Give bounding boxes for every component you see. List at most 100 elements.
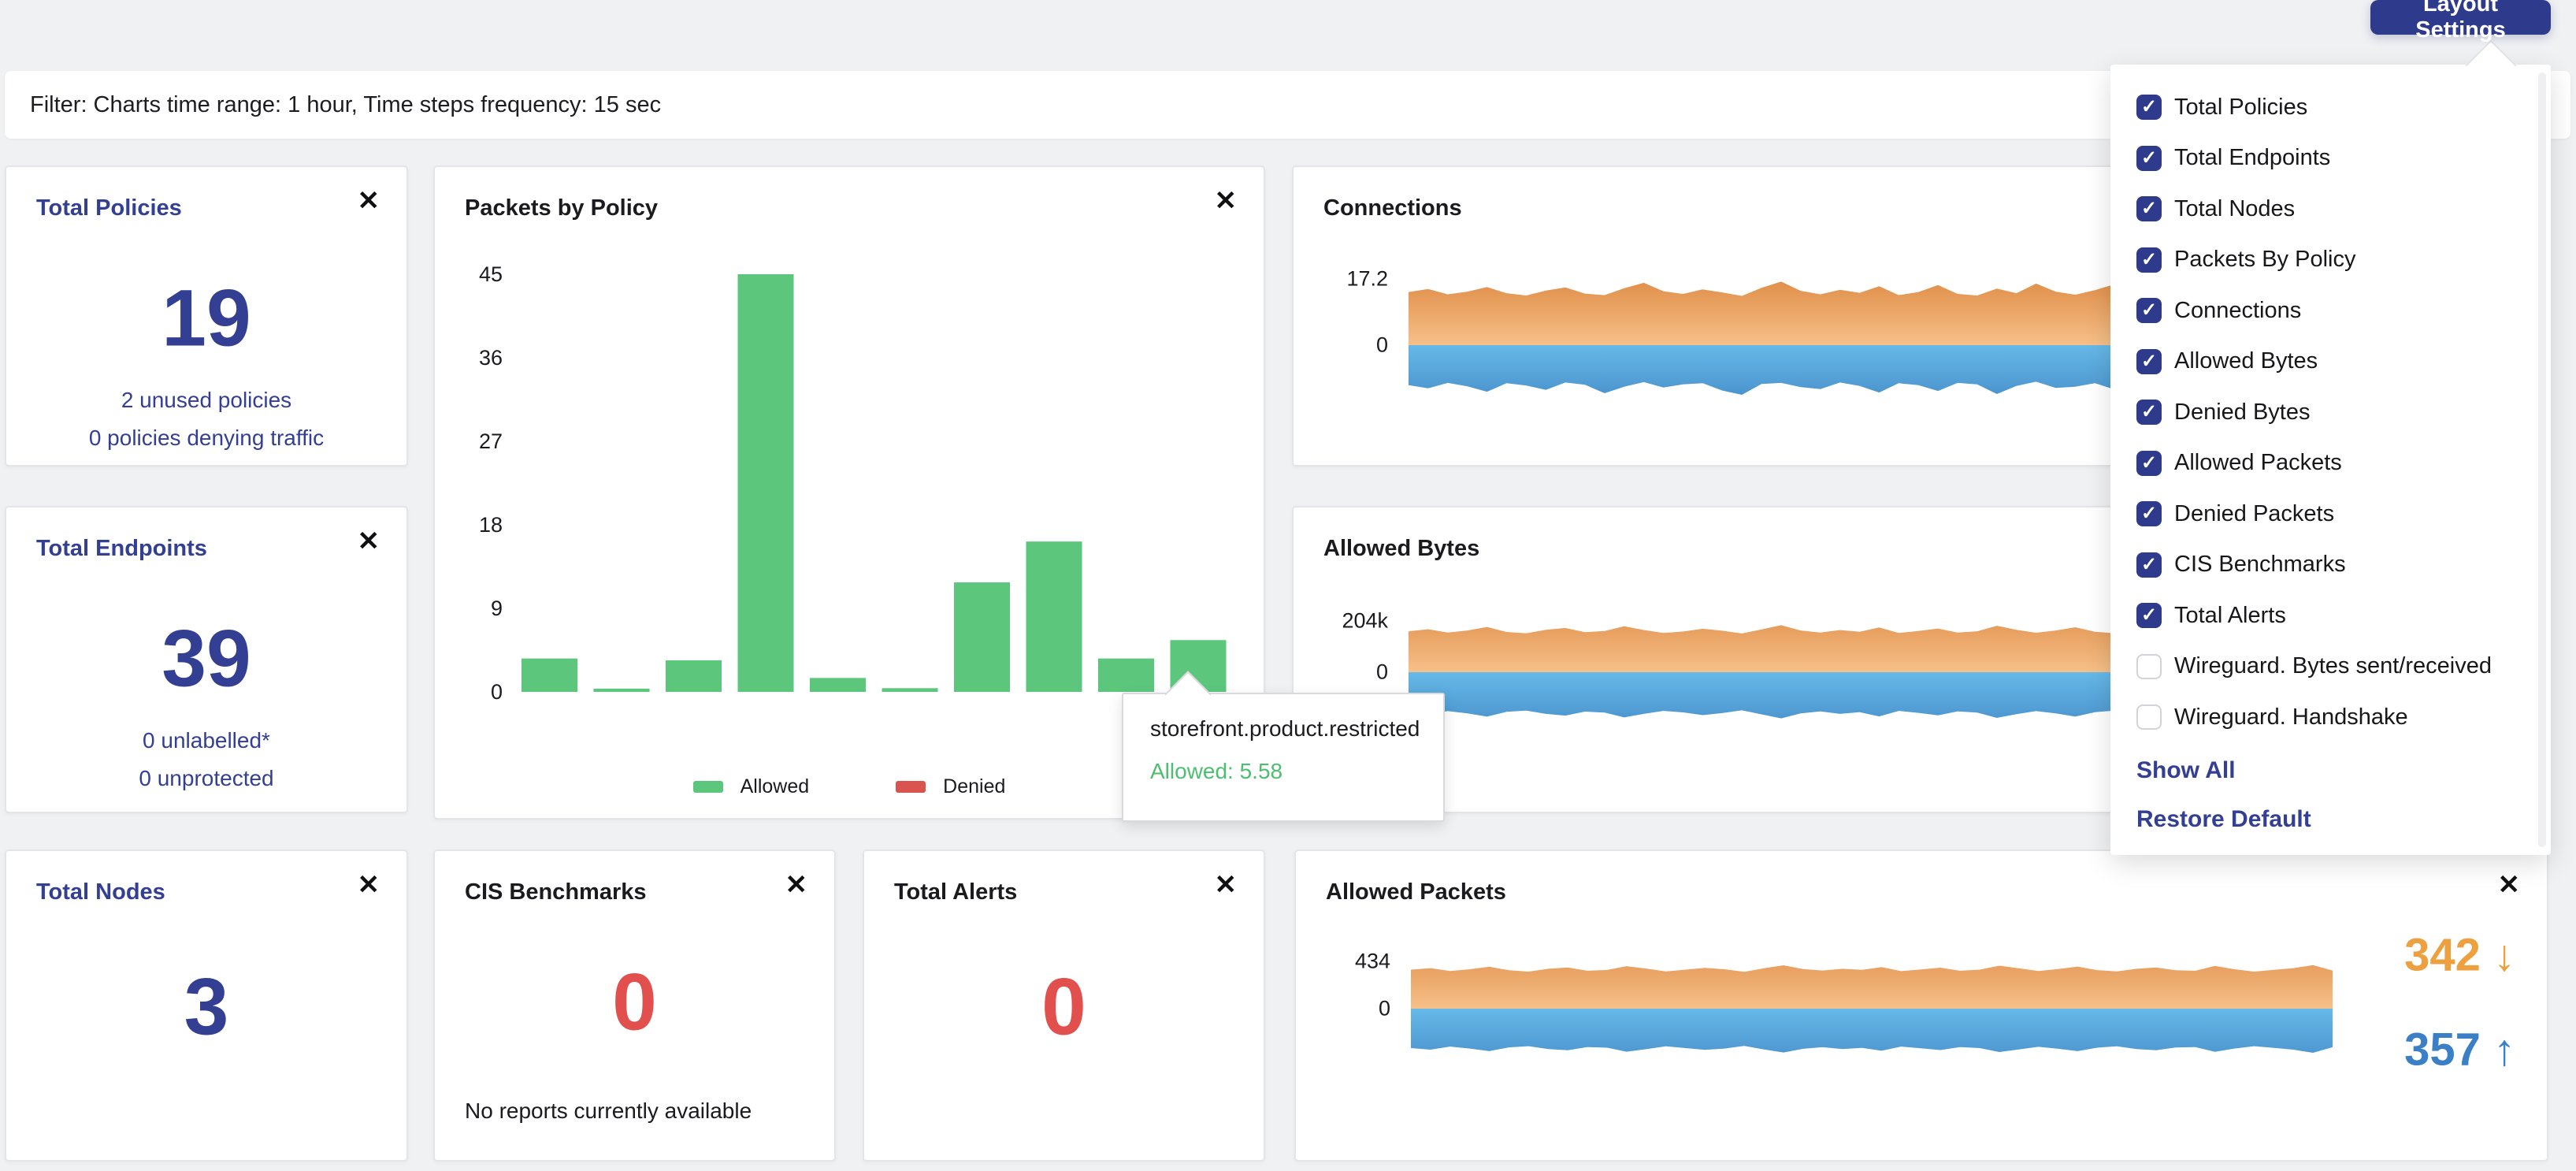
connections-chart[interactable]: [1409, 167, 2330, 465]
close-icon[interactable]: ✕: [357, 526, 380, 556]
tooltip-allowed-value: Allowed: 5.58: [1150, 759, 1283, 783]
cis-benchmarks-value: 0: [612, 957, 657, 1047]
legend-denied: Denied: [896, 775, 1005, 798]
checked-checkbox[interactable]: ✓: [2136, 196, 2162, 222]
layout-menu-item-cis-benchmarks[interactable]: ✓ CIS Benchmarks: [2110, 540, 2551, 591]
menu-links: Show All Restore Default: [2110, 746, 2551, 844]
unchecked-checkbox[interactable]: [2136, 653, 2162, 679]
menu-scrollbar[interactable]: [2538, 72, 2546, 847]
card-title: Allowed Bytes: [1323, 536, 1480, 561]
card-title: Total Endpoints: [36, 536, 207, 561]
menu-item-label: Allowed Packets: [2174, 450, 2342, 476]
svg-text:27: 27: [479, 429, 503, 453]
chart-tooltip: storefront.product.restricted Allowed: 5…: [1122, 671, 1445, 822]
card-title: Total Nodes: [36, 879, 165, 905]
legend-allowed: Allowed: [692, 775, 810, 798]
packets-by-policy-chart[interactable]: 45 36 27 18 9 0: [435, 167, 1264, 766]
restore-default-link[interactable]: Restore Default: [2136, 805, 2311, 832]
checked-checkbox[interactable]: ✓: [2136, 603, 2162, 629]
tooltip-policy-name: storefront.product.restricted: [1150, 716, 1420, 741]
layout-settings-menu: ✓ Total Policies ✓ Total Endpoints ✓ Total No…: [2110, 39, 2551, 855]
denying-policies-text: 0 policies denying traffic: [88, 426, 325, 450]
menu-item-label: Total Policies: [2174, 94, 2308, 120]
check-icon: ✓: [2140, 147, 2158, 169]
checked-checkbox[interactable]: ✓: [2136, 400, 2162, 426]
packets-in-value: 342: [2404, 929, 2481, 981]
packets-out-value: 357: [2404, 1024, 2481, 1076]
unused-policies-text: 2 unused policies: [121, 388, 292, 412]
close-icon[interactable]: ✕: [357, 186, 380, 216]
layout-menu-item-total-policies[interactable]: ✓ Total Policies: [2110, 82, 2551, 133]
card-title: Allowed Packets: [1326, 879, 1506, 905]
layout-menu-item-wireguard-bytes-sent-received[interactable]: Wireguard. Bytes sent/received: [2110, 641, 2551, 693]
menu-item-label: Connections: [2174, 297, 2302, 323]
arrow-down-icon: ↓: [2493, 930, 2515, 980]
svg-text:9: 9: [491, 597, 503, 620]
menu-item-label: Total Nodes: [2174, 195, 2296, 221]
allowed-packets-chart[interactable]: [1411, 851, 2333, 1160]
layout-menu-item-allowed-bytes[interactable]: ✓ Allowed Bytes: [2110, 336, 2551, 388]
close-icon[interactable]: ✕: [785, 870, 808, 900]
layout-menu-item-denied-bytes[interactable]: ✓ Denied Bytes: [2110, 387, 2551, 438]
check-icon: ✓: [2140, 248, 2158, 270]
layout-menu-item-total-endpoints[interactable]: ✓ Total Endpoints: [2110, 133, 2551, 184]
card-title: Total Alerts: [894, 879, 1018, 905]
total-policies-value: 19: [161, 273, 251, 363]
checked-checkbox[interactable]: ✓: [2136, 501, 2162, 527]
unchecked-checkbox[interactable]: [2136, 704, 2162, 730]
checked-checkbox[interactable]: ✓: [2136, 298, 2162, 324]
checked-checkbox[interactable]: ✓: [2136, 95, 2162, 121]
denied-swatch-icon: [896, 781, 926, 793]
layout-settings-button[interactable]: Layout Settings: [2370, 0, 2551, 43]
allowed-bytes-chart[interactable]: [1409, 507, 2330, 812]
svg-text:0: 0: [491, 680, 503, 704]
ymax-label: 434: [1354, 949, 1390, 973]
menu-item-label: Wireguard. Bytes sent/received: [2174, 653, 2492, 679]
menu-item-label: Packets By Policy: [2174, 247, 2356, 273]
show-all-link[interactable]: Show All: [2136, 757, 2236, 783]
menu-item-label: Denied Packets: [2174, 500, 2335, 526]
menu-item-label: Total Alerts: [2174, 602, 2286, 628]
svg-text:18: 18: [479, 513, 503, 537]
layout-menu-item-denied-packets[interactable]: ✓ Denied Packets: [2110, 489, 2551, 540]
close-icon[interactable]: ✕: [357, 870, 380, 900]
total-nodes-value: 3: [184, 961, 229, 1052]
layout-menu-item-total-nodes[interactable]: ✓ Total Nodes: [2110, 184, 2551, 235]
check-icon: ✓: [2140, 604, 2158, 626]
card-total-endpoints: Total Endpoints ✕ 39 0 unlabelled* 0 unp…: [5, 506, 408, 813]
card-total-nodes: Total Nodes ✕ 3: [5, 849, 408, 1162]
close-icon[interactable]: ✕: [1214, 870, 1238, 900]
checked-checkbox[interactable]: ✓: [2136, 247, 2162, 273]
legend-denied-label: Denied: [943, 775, 1006, 797]
layout-menu-item-allowed-packets[interactable]: ✓ Allowed Packets: [2110, 438, 2551, 489]
close-icon[interactable]: ✕: [2497, 870, 2521, 900]
svg-text:36: 36: [479, 346, 503, 370]
allowed-swatch-icon: [692, 781, 723, 793]
close-icon[interactable]: ✕: [1214, 186, 1238, 216]
layout-menu-item-total-alerts[interactable]: ✓ Total Alerts: [2110, 590, 2551, 641]
layout-menu-items: ✓ Total Policies ✓ Total Endpoints ✓ Total No…: [2110, 82, 2551, 743]
layout-menu-item-wireguard-handshake[interactable]: Wireguard. Handshake: [2110, 692, 2551, 743]
layout-menu-item-packets-by-policy[interactable]: ✓ Packets By Policy: [2110, 235, 2551, 286]
checked-checkbox[interactable]: ✓: [2136, 145, 2162, 171]
card-title: Connections: [1323, 195, 1462, 221]
menu-item-label: Total Endpoints: [2174, 145, 2331, 171]
svg-text:45: 45: [479, 262, 503, 286]
packets-out-stat: 357 ↑: [2404, 1024, 2515, 1076]
menu-item-label: CIS Benchmarks: [2174, 552, 2346, 578]
card-total-alerts: Total Alerts ✕ 0: [863, 849, 1265, 1162]
legend-allowed-label: Allowed: [740, 775, 810, 797]
unlabelled-text: 0 unlabelled*: [143, 728, 270, 753]
card-total-policies: Total Policies ✕ 19 2 unused policies 0 …: [5, 165, 408, 467]
packets-in-stat: 342 ↓: [2404, 929, 2515, 982]
layout-menu-item-connections[interactable]: ✓ Connections: [2110, 285, 2551, 336]
card-allowed-packets: Allowed Packets ✕ 434 0 342 ↓ 357 ↑ per …: [1294, 849, 2548, 1162]
check-icon: ✓: [2140, 503, 2158, 525]
checked-checkbox[interactable]: ✓: [2136, 552, 2162, 578]
card-title: CIS Benchmarks: [465, 879, 647, 905]
checked-checkbox[interactable]: ✓: [2136, 348, 2162, 374]
total-alerts-value: 0: [1041, 961, 1086, 1052]
checked-checkbox[interactable]: ✓: [2136, 450, 2162, 476]
check-icon: ✓: [2140, 299, 2158, 322]
